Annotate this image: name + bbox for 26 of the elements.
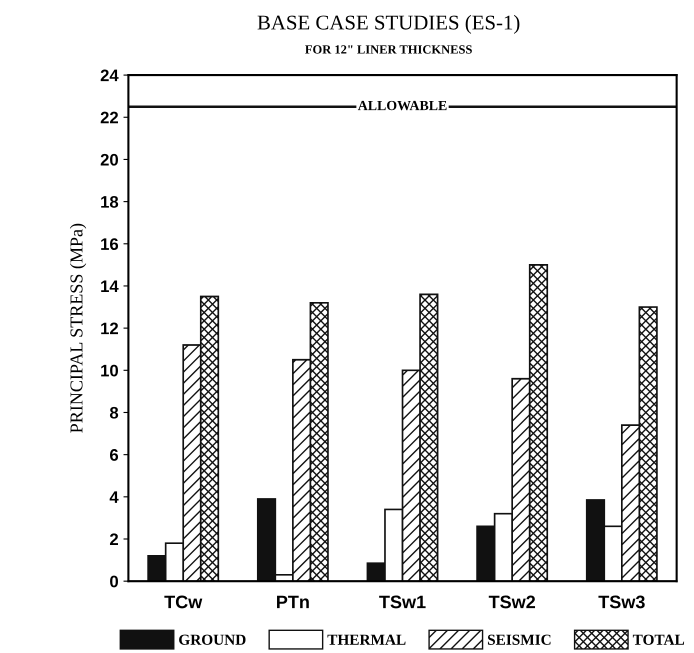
legend-label: THERMAL	[327, 634, 406, 645]
x-tick-label: PTn	[277, 596, 309, 608]
ref-line-label: ALLOWABLE	[358, 100, 447, 110]
y-tick-label: 12	[101, 322, 118, 334]
legend-label: GROUND	[179, 634, 246, 645]
y-tick-label: 6	[110, 449, 118, 461]
y-tick-label: 22	[100, 112, 118, 124]
y-tick-label: 8	[110, 406, 118, 419]
x-tick-label: TSw2	[488, 596, 536, 608]
x-tick-label: TCw	[164, 596, 202, 608]
legend-label: SEISMIC	[488, 634, 551, 645]
y-tick-label: 20	[100, 154, 118, 166]
x-tick-label: TSw3	[598, 596, 645, 608]
y-tick-label: 24	[100, 69, 119, 82]
y-tick-label: 18	[101, 196, 118, 208]
legend-label: TOTAL	[632, 634, 684, 645]
y-axis-title: PRINCIPAL STRESS (MPa)	[70, 224, 86, 433]
chart-subtitle: FOR 12" LINER THICKNESS	[305, 45, 472, 54]
y-tick-label: 10	[101, 364, 118, 377]
y-tick-label: 16	[101, 238, 118, 250]
y-tick-label: 2	[110, 533, 118, 546]
y-tick-label: 14	[101, 280, 119, 292]
y-tick-label: 4	[110, 491, 119, 503]
chart-title: BASE CASE STUDIES (ES-1)	[258, 14, 520, 34]
x-tick-label: TSw1	[379, 596, 426, 608]
y-tick-label: 0	[110, 576, 118, 588]
